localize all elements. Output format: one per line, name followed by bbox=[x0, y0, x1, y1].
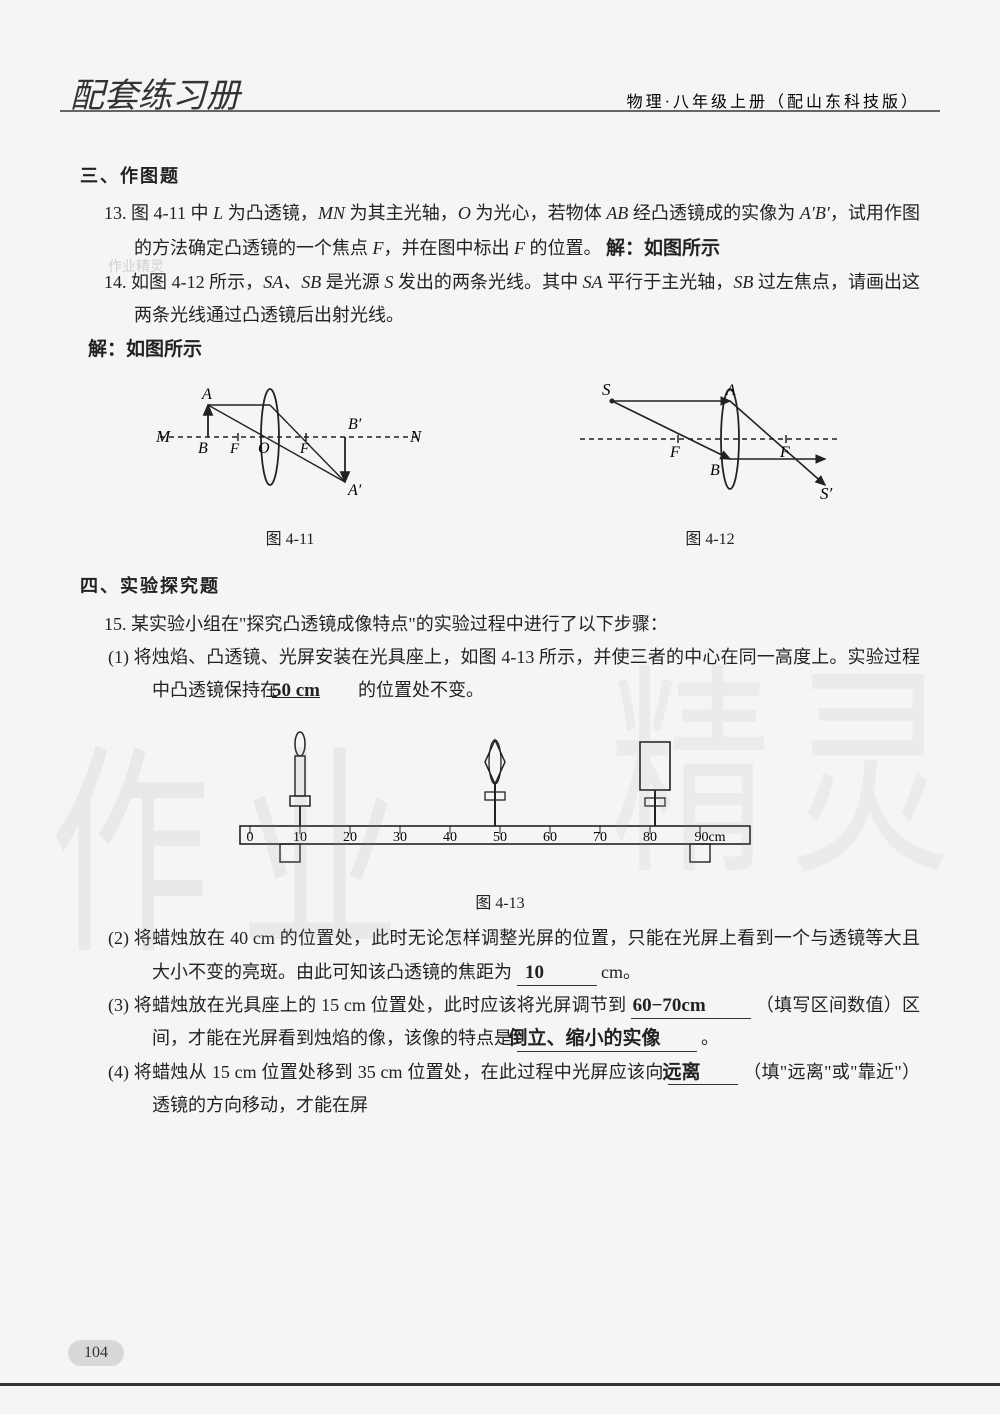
svg-text:F: F bbox=[779, 444, 790, 461]
svg-text:F: F bbox=[669, 444, 680, 461]
svg-text:A′: A′ bbox=[347, 482, 362, 499]
svg-text:50: 50 bbox=[493, 830, 507, 845]
header-subject: 物理·八年级上册（配山东科技版） bbox=[627, 88, 920, 112]
figure-4-12: S A B F F S′ 图 4-12 bbox=[570, 377, 850, 554]
q15-sub3: (3) 将蜡烛放在光具座上的 15 cm 位置处，此时应该将光屏调节到 60−7… bbox=[80, 989, 920, 1056]
section3-title: 三、作图题 bbox=[80, 160, 920, 193]
svg-text:S′: S′ bbox=[820, 484, 833, 503]
diagram-4-12-svg: S A B F F S′ bbox=[570, 377, 850, 507]
svg-text:O: O bbox=[258, 440, 270, 457]
svg-text:M: M bbox=[155, 427, 171, 446]
q14-answer: 解：如图所示 bbox=[88, 332, 920, 367]
fig412-caption: 图 4-12 bbox=[570, 525, 850, 555]
figures-row: M N A B O F F B′ A′ 图 4-11 bbox=[80, 377, 920, 554]
diagram-4-11-svg: M N A B O F F B′ A′ bbox=[150, 377, 430, 507]
q15-2-blank: 10 bbox=[517, 962, 597, 986]
question-13: 13. 图 4-11 中 L 为凸透镜，MN 为其主光轴，O 为光心，若物体 A… bbox=[80, 197, 920, 265]
svg-text:N: N bbox=[409, 427, 423, 446]
optical-bench-svg: 0 10 20 30 40 50 60 70 80 90cm bbox=[220, 722, 780, 872]
svg-text:B: B bbox=[198, 440, 208, 457]
svg-text:0: 0 bbox=[247, 830, 254, 845]
q15-3-blank1: 60−70cm bbox=[631, 995, 751, 1019]
fig411-caption: 图 4-11 bbox=[150, 525, 430, 555]
fig413-caption: 图 4-13 bbox=[80, 889, 920, 919]
svg-text:B′: B′ bbox=[348, 416, 362, 433]
svg-text:90cm: 90cm bbox=[694, 830, 725, 845]
svg-text:F: F bbox=[299, 441, 310, 457]
page-number: 104 bbox=[68, 1340, 124, 1366]
svg-text:20: 20 bbox=[343, 830, 357, 845]
figure-4-13: 0 10 20 30 40 50 60 70 80 90cm 图 4-13 bbox=[80, 722, 920, 919]
q15-sub4: (4) 将蜡烛从 15 cm 位置处移到 35 cm 位置处，在此过程中光屏应该… bbox=[80, 1056, 920, 1123]
svg-text:60: 60 bbox=[543, 830, 557, 845]
q15-4-blank: 远离 bbox=[668, 1062, 738, 1086]
svg-text:B: B bbox=[710, 462, 720, 479]
footer-rule bbox=[0, 1383, 1000, 1386]
q15-sub2: (2) 将蜡烛放在 40 cm 的位置处，此时无论怎样调整光屏的位置，只能在光屏… bbox=[80, 922, 920, 989]
q15-3-blank2: 倒立、缩小的实像 bbox=[517, 1028, 697, 1052]
watermark-small: 作业精灵 bbox=[108, 256, 164, 276]
question-14: 14. 如图 4-12 所示，SA、SB 是光源 S 发出的两条光线。其中 SA… bbox=[80, 266, 920, 333]
svg-text:30: 30 bbox=[393, 830, 407, 845]
svg-text:80: 80 bbox=[643, 830, 657, 845]
q13-answer: 解：如图所示 bbox=[606, 238, 720, 259]
section4-title: 四、实验探究题 bbox=[80, 570, 920, 603]
svg-text:40: 40 bbox=[443, 830, 457, 845]
svg-text:A: A bbox=[725, 382, 736, 399]
svg-text:A: A bbox=[201, 386, 212, 403]
figure-4-11: M N A B O F F B′ A′ 图 4-11 bbox=[150, 377, 430, 554]
svg-text:10: 10 bbox=[293, 830, 307, 845]
svg-text:70: 70 bbox=[593, 830, 607, 845]
q15-sub1: (1) 将烛焰、凸透镜、光屏安装在光具座上，如图 4-13 所示，并使三者的中心… bbox=[80, 641, 920, 708]
question-15: 15. 某实验小组在"探究凸透镜成像特点"的实验过程中进行了以下步骤： bbox=[80, 608, 920, 641]
svg-text:F: F bbox=[229, 441, 240, 457]
header-rule bbox=[60, 110, 940, 112]
svg-text:S: S bbox=[602, 380, 611, 399]
